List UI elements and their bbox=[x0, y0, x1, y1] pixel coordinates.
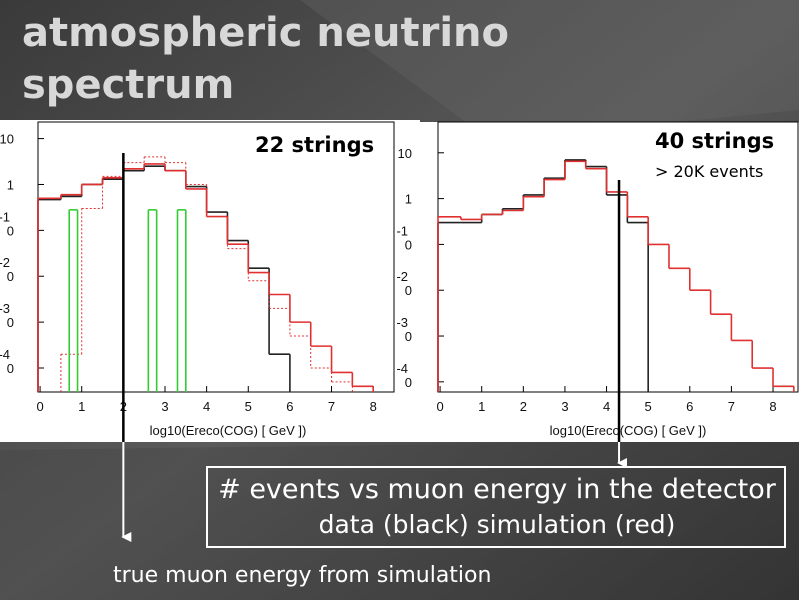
y-tick-exponent: -1 bbox=[396, 223, 408, 238]
y-tick-label: 0 bbox=[7, 223, 14, 238]
x-tick-label: 7 bbox=[328, 399, 335, 414]
x-tick-label: 3 bbox=[561, 399, 568, 414]
x-tick-label: 8 bbox=[370, 399, 377, 414]
right-chart: 0 1 2 3 4 5 6 7 81010-10-20-30-4log10(Ereco(COG)… bbox=[396, 121, 799, 468]
y-tick-label: 0 bbox=[7, 269, 14, 284]
y-tick-exponent: -1 bbox=[0, 209, 10, 224]
y-tick-label: 10 bbox=[398, 146, 412, 161]
y-tick-exponent: -2 bbox=[396, 269, 408, 284]
x-axis-label: log10(Ereco(COG) [ GeV ]) bbox=[550, 423, 707, 438]
x-tick-label: 0 bbox=[36, 399, 43, 414]
y-tick-label: 0 bbox=[405, 237, 412, 252]
title-line: atmospheric neutrino bbox=[22, 10, 509, 56]
x-tick-label: 8 bbox=[769, 399, 776, 414]
x-tick-label: 0 bbox=[436, 399, 443, 414]
bg-shape bbox=[300, 0, 799, 140]
x-tick-label: 2 bbox=[520, 399, 527, 414]
y-tick-label: 0 bbox=[7, 315, 14, 330]
title-line: spectrum bbox=[22, 62, 234, 108]
y-tick-exponent: -4 bbox=[0, 347, 10, 362]
caption-line: data (black) simulation (red) bbox=[319, 510, 676, 539]
plot-panel bbox=[398, 122, 799, 442]
x-tick-label: 6 bbox=[686, 399, 693, 414]
y-tick-label: 0 bbox=[405, 375, 412, 390]
chart-label: 22 strings bbox=[255, 133, 374, 157]
x-tick-label: 3 bbox=[161, 399, 168, 414]
plot-panel bbox=[0, 120, 420, 442]
y-tick-exponent: -4 bbox=[396, 361, 408, 376]
y-tick-exponent: -3 bbox=[396, 315, 408, 330]
caption-box bbox=[206, 466, 786, 548]
x-tick-label: 4 bbox=[203, 399, 210, 414]
x-tick-label: 6 bbox=[286, 399, 293, 414]
x-tick-label: 1 bbox=[78, 399, 85, 414]
left-chart: 0123456781010-10-20-30-4log10(Ereco(COG)… bbox=[0, 121, 395, 542]
bg-shape bbox=[0, 440, 799, 600]
x-axis-label: log10(Ereco(COG) [ GeV ]) bbox=[150, 423, 307, 438]
x-tick-label: 7 bbox=[728, 399, 735, 414]
x-tick-label: 1 bbox=[478, 399, 485, 414]
note: true muon energy from simulation bbox=[113, 563, 491, 588]
caption-line: # events vs muon energy in the detector bbox=[218, 474, 777, 505]
y-tick-label: 10 bbox=[0, 132, 14, 147]
x-tick-label: 4 bbox=[603, 399, 610, 414]
y-tick-exponent: -3 bbox=[0, 301, 10, 316]
chart-label: 40 strings bbox=[655, 129, 774, 153]
y-tick-label: 1 bbox=[405, 192, 412, 207]
x-tick-label: 5 bbox=[645, 399, 652, 414]
y-tick-label: 0 bbox=[7, 361, 14, 376]
y-tick-label: 0 bbox=[405, 329, 412, 344]
y-tick-label: 0 bbox=[405, 283, 412, 298]
x-tick-label: 5 bbox=[245, 399, 252, 414]
chart-sublabel: > 20K events bbox=[655, 162, 763, 181]
y-tick-label: 1 bbox=[7, 177, 14, 192]
y-tick-exponent: -2 bbox=[0, 255, 10, 270]
